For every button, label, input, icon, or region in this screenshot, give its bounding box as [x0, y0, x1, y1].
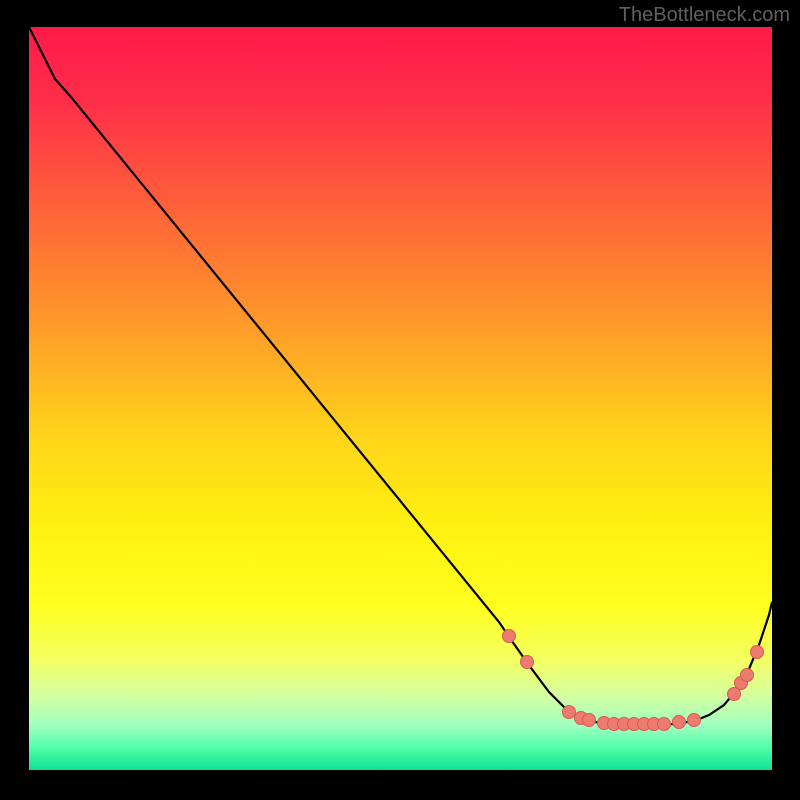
- bottleneck-curve: [29, 27, 772, 725]
- plot-area: [29, 27, 772, 770]
- data-markers: [503, 630, 764, 731]
- data-marker: [673, 716, 686, 729]
- data-marker: [563, 706, 576, 719]
- data-marker: [751, 646, 764, 659]
- watermark-text: TheBottleneck.com: [619, 4, 790, 27]
- data-marker: [688, 714, 701, 727]
- data-marker: [503, 630, 516, 643]
- data-marker: [741, 669, 754, 682]
- data-marker: [658, 718, 671, 731]
- data-marker: [583, 714, 596, 727]
- data-marker: [521, 656, 534, 669]
- chart-curve-layer: [29, 27, 772, 770]
- chart-container: TheBottleneck.com: [0, 0, 800, 800]
